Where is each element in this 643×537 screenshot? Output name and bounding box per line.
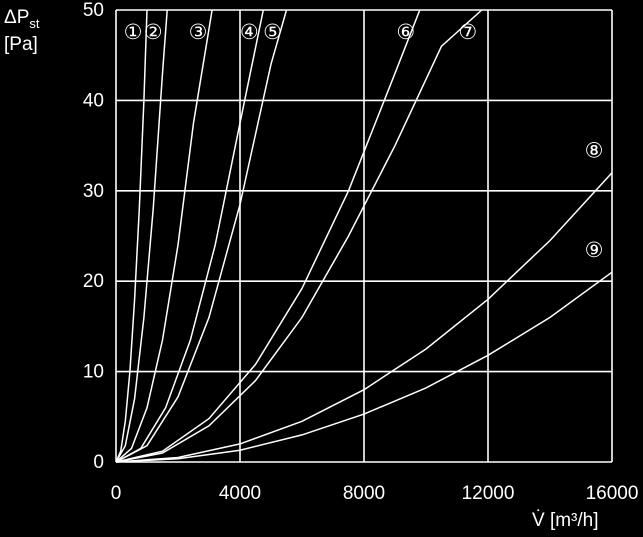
x-tick-label: 12000 bbox=[462, 483, 515, 504]
series-marker-label: ⑨ bbox=[585, 239, 604, 262]
series-marker-6: ⑥ bbox=[396, 21, 415, 44]
series-marker-label: ① bbox=[124, 21, 143, 44]
curve-markers: ① ② ③ ④ ⑤ ⑥ ⑦ ⑧ ⑨ bbox=[124, 21, 604, 262]
series-marker-2: ② bbox=[144, 21, 163, 44]
series-marker-1: ① bbox=[124, 21, 143, 44]
curve-9 bbox=[115, 271, 613, 463]
y-tick-label: 40 bbox=[83, 90, 104, 111]
curve-1 bbox=[115, 9, 148, 463]
curve-5 bbox=[115, 9, 288, 463]
y-axis-label-sub: st bbox=[29, 15, 40, 31]
curve-6 bbox=[115, 9, 421, 463]
series-marker-label: ⑥ bbox=[396, 21, 415, 44]
series-marker-label: ② bbox=[144, 21, 163, 44]
y-tick-label: 30 bbox=[83, 181, 104, 202]
series-marker-9: ⑨ bbox=[585, 239, 604, 262]
y-tick-label: 20 bbox=[83, 271, 104, 292]
series-marker-label: ④ bbox=[240, 21, 259, 44]
y-axis-unit: [Pa] bbox=[4, 34, 38, 55]
series-marker-label: ⑤ bbox=[263, 21, 282, 44]
x-axis-label: V̇ [m³/h] bbox=[532, 510, 599, 531]
y-tick-label: 10 bbox=[83, 362, 104, 383]
curve-8 bbox=[115, 172, 613, 463]
y-tick-label: 50 bbox=[83, 0, 104, 21]
curve-3 bbox=[115, 9, 213, 463]
curve-7 bbox=[115, 9, 483, 463]
x-tick-label: 0 bbox=[111, 483, 122, 504]
x-tick-labels: 0 4000 8000 12000 16000 bbox=[111, 483, 639, 504]
series-marker-label: ⑦ bbox=[458, 21, 477, 44]
y-axis-label-main: ΔP bbox=[4, 7, 30, 28]
y-axis-label: ΔPst bbox=[4, 8, 40, 30]
x-tick-label: 16000 bbox=[586, 483, 639, 504]
series-marker-4: ④ bbox=[240, 21, 259, 44]
x-tick-label: 4000 bbox=[219, 483, 261, 504]
grid-lines bbox=[115, 9, 613, 463]
curve-series bbox=[115, 9, 613, 463]
curve-2 bbox=[115, 9, 168, 463]
series-marker-8: ⑧ bbox=[585, 140, 604, 163]
y-tick-label: 0 bbox=[93, 452, 104, 473]
series-marker-label: ⑧ bbox=[585, 140, 604, 163]
series-marker-5: ⑤ bbox=[263, 21, 282, 44]
series-marker-label: ③ bbox=[189, 21, 208, 44]
x-tick-label: 8000 bbox=[343, 483, 385, 504]
y-tick-labels: 0 10 20 30 40 50 bbox=[83, 0, 104, 473]
series-marker-3: ③ bbox=[189, 21, 208, 44]
series-marker-7: ⑦ bbox=[458, 21, 477, 44]
